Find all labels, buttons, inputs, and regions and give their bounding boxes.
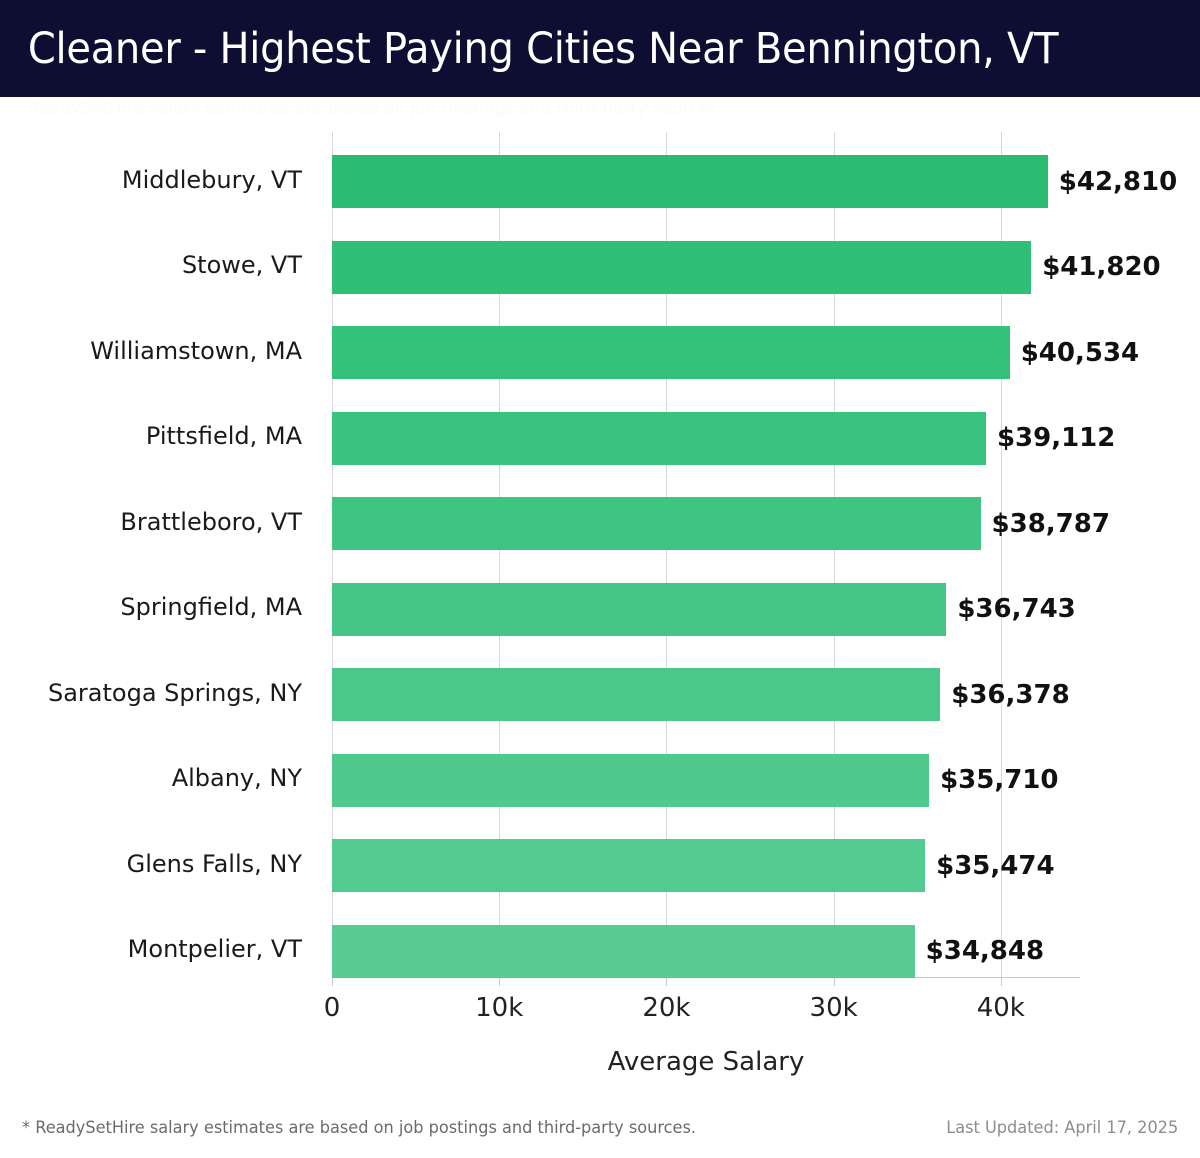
bar-value-label: $42,810 (1058, 166, 1178, 197)
x-axis-tick-label: 0 (323, 993, 341, 1023)
plot-area: 0 10k 20k 30k 40k $42,810 $41,820 $40,534 $39,11… (324, 97, 1177, 1023)
y-axis-category-label: Springfield, MA (120, 593, 302, 621)
page-title: Cleaner - Highest Paying Cities Near Ben… (27, 23, 1059, 74)
bar-row: $38,787 (332, 497, 1110, 550)
y-axis-category-label: Brattleboro, VT (120, 507, 302, 536)
y-axis-category-label: Stowe, VT (181, 251, 302, 279)
x-axis-tick-label: 10k (475, 993, 524, 1023)
gridline (1000, 132, 1002, 977)
bar[interactable] (332, 411, 986, 465)
bar-value-label: $41,820 (1042, 252, 1161, 282)
chart-area: Middlebury, VT Stowe, VT Williamstown, MA P… (0, 97, 1200, 1097)
bar[interactable] (332, 497, 981, 550)
bar[interactable] (332, 326, 1010, 379)
bar[interactable] (332, 668, 941, 721)
gridline (332, 132, 333, 977)
bar-row: $36,743 (332, 582, 1080, 636)
bar-value-label: $34,848 (925, 936, 1045, 966)
x-axis-tick (1000, 977, 1002, 986)
x-axis-tick (499, 977, 501, 986)
bar[interactable] (332, 753, 930, 807)
bar-value-label: $35,474 (936, 850, 1055, 881)
x-axis-tick-label: 20k (642, 993, 691, 1023)
bar[interactable] (332, 924, 915, 978)
bar-value-label: $35,710 (940, 765, 1059, 795)
gridline (666, 132, 668, 977)
x-axis-tick-label: 30k (809, 993, 858, 1023)
y-axis-category-label: Glens Falls, NY (126, 849, 302, 878)
header-bar: Cleaner - Highest Paying Cities Near Ben… (0, 0, 1200, 97)
y-axis-category-label: Middlebury, VT (121, 165, 302, 194)
bar-value-label: $39,112 (996, 423, 1116, 453)
y-axis-category-label: Williamstown, MA (90, 336, 302, 365)
x-axis-tick (666, 977, 668, 986)
bar-row: $39,112 (332, 411, 1115, 465)
bar-row: $42,810 (332, 155, 1177, 208)
x-axis-title: Average Salary (607, 1047, 805, 1077)
x-axis-line (332, 977, 1080, 978)
bar-row: $34,848 (332, 924, 1080, 978)
bar-row: $41,820 (332, 240, 1161, 294)
gridline (833, 132, 835, 977)
bar-value-label: $40,534 (1020, 337, 1140, 368)
y-axis-category-label: Pittsfield, MA (145, 422, 302, 450)
bar-value-label: $38,787 (991, 508, 1110, 539)
bar-row: $36,378 (332, 668, 1080, 721)
bar[interactable] (332, 155, 1048, 208)
x-axis-tick-label: 40k (976, 993, 1025, 1023)
bar[interactable] (332, 839, 926, 892)
bar-value-label: $36,378 (951, 679, 1070, 710)
bar[interactable] (332, 582, 947, 636)
bar-row: $35,474 (332, 839, 1080, 892)
bar-row: $40,534 (332, 326, 1139, 379)
bar-row: $35,710 (332, 753, 1080, 807)
footer: * ReadySetHire salary estimates are base… (0, 1097, 1200, 1158)
x-axis-tick (833, 977, 835, 986)
y-axis-labels: Middlebury, VT Stowe, VT Williamstown, MA P… (0, 97, 316, 977)
bar-value-label: $36,743 (957, 594, 1076, 624)
y-axis-category-label: Albany, NY (171, 764, 302, 792)
bar[interactable] (332, 240, 1032, 294)
footer-last-updated: Last Updated: April 17, 2025 (945, 1117, 1178, 1138)
y-axis-category-label: Saratoga Springs, NY (47, 678, 302, 707)
y-axis-category-label: Montpelier, VT (127, 935, 302, 963)
footer-disclaimer: * ReadySetHire salary estimates are base… (22, 1117, 697, 1138)
x-axis-tick (332, 977, 333, 986)
gridline (499, 132, 501, 977)
